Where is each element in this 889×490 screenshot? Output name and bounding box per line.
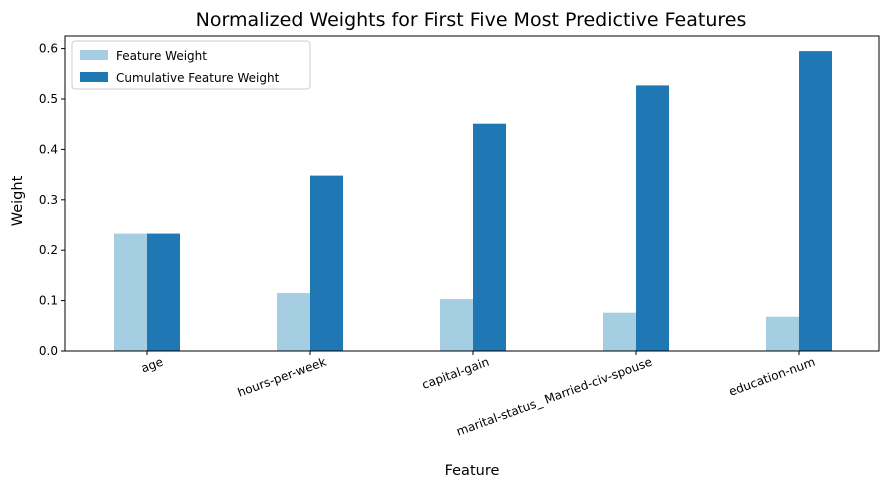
bar-cumulative-weight-0 (147, 233, 180, 351)
bar-feature-weight-1 (277, 293, 310, 351)
x-tick-label: capital-gain (420, 355, 491, 392)
legend-label: Cumulative Feature Weight (116, 71, 280, 85)
y-tick-label: 0.0 (39, 344, 58, 358)
legend-box (71, 40, 311, 90)
bar-cumulative-weight-1 (310, 175, 343, 351)
y-tick-label: 0.3 (39, 193, 58, 207)
plot-frame (64, 35, 880, 352)
legend: Feature Weight Cumulative Feature Weight (71, 40, 311, 90)
bar-feature-weight-4 (766, 316, 799, 351)
y-tick-label: 0.2 (39, 243, 58, 257)
x-axis-label: Feature (445, 463, 500, 479)
bar-feature-weight-2 (440, 299, 473, 351)
bar-feature-weight-3 (603, 312, 636, 351)
legend-swatch (80, 72, 108, 82)
y-tick-label: 0.6 (39, 42, 58, 56)
bar-cumulative-weight-2 (473, 123, 506, 351)
x-tick-label: age (139, 355, 165, 376)
x-tick-label: education-num (727, 355, 817, 399)
y-tick-label: 0.4 (39, 142, 58, 156)
bar-cumulative-weight-3 (636, 85, 669, 351)
bar-cumulative-weight-4 (799, 51, 832, 352)
y-tick-label: 0.5 (39, 92, 58, 106)
x-tick-label: hours-per-week (236, 355, 328, 400)
legend-swatch (80, 50, 108, 60)
bar-feature-weight-0 (114, 233, 147, 351)
y-tick-label: 0.1 (39, 294, 58, 308)
legend-label: Feature Weight (116, 49, 207, 63)
chart-title: Normalized Weights for First Five Most P… (196, 9, 747, 31)
plot-area: 0.0 0.1 0.2 0.3 0.4 0.5 0.6 age hours-per-week ca… (39, 35, 880, 439)
y-axis-label: Weight (10, 175, 26, 226)
